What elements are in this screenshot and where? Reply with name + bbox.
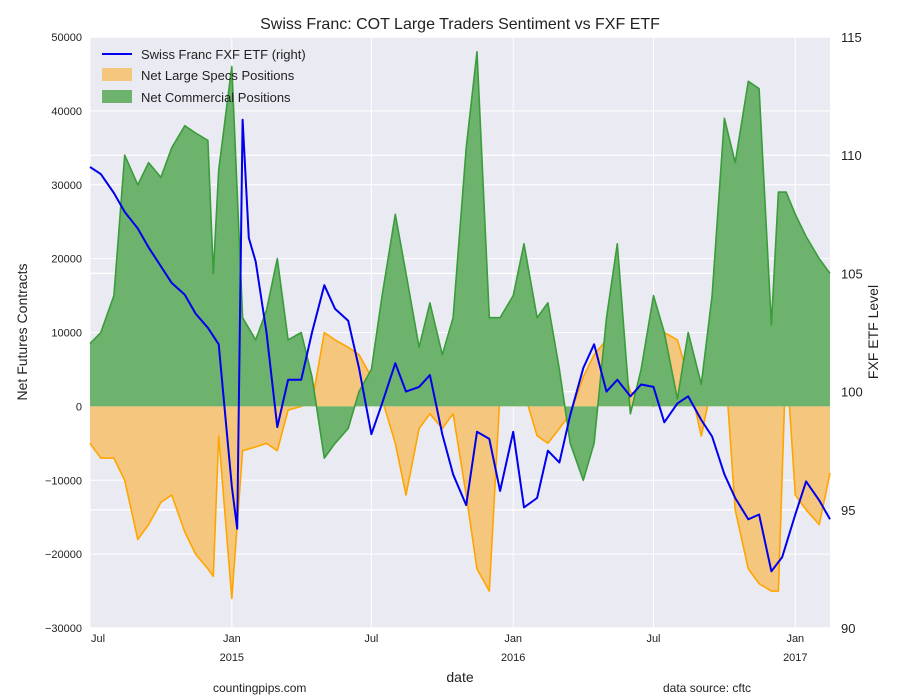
y2-tick-label: 105 [841, 266, 863, 281]
y-tick-label: 50000 [51, 32, 82, 44]
x-tick-year: 2016 [501, 652, 525, 664]
y-tick-label: 0 [76, 401, 82, 413]
y2-tick-label: 90 [841, 621, 855, 636]
x-tick-label: Jul [646, 633, 660, 645]
x-tick-label: Jul [364, 633, 378, 645]
chart-title: Swiss Franc: COT Large Traders Sentiment… [260, 16, 660, 33]
legend-label-fxf: Swiss Franc FXF ETF (right) [141, 47, 306, 62]
x-axis-label: date [446, 669, 473, 685]
y-tick-label: −10000 [45, 475, 82, 487]
x-tick-label: Jan [504, 633, 522, 645]
y2-tick-label: 100 [841, 385, 863, 400]
legend-swatch-specs [102, 68, 132, 81]
footer-source: data source: cftc [663, 681, 751, 695]
y-axis-label: Net Futures Contracts [14, 264, 30, 401]
y2-axis-label: FXF ETF Level [865, 285, 881, 379]
y-tick-label: −30000 [45, 623, 82, 635]
legend-swatch-commercial [102, 90, 132, 103]
fxf-etf-line [89, 118, 831, 573]
commercial-area-fill [90, 51, 830, 481]
line-series [89, 118, 831, 573]
y-tick-label: 30000 [51, 180, 82, 192]
left-axis-ticks: −30000 −20000 −10000 0 10000 20000 30000 40000 5… [45, 32, 82, 635]
x-tick-year: 2015 [220, 652, 244, 664]
x-tick-label: Jan [786, 633, 804, 645]
y-tick-label: 10000 [51, 328, 82, 340]
x-axis-ticks: Jul Jan 2015 Jul Jan 2016 Jul Jan 2017 [91, 633, 808, 664]
y2-tick-label: 95 [841, 503, 855, 518]
y-tick-label: −20000 [45, 549, 82, 561]
right-axis-ticks: 90 95 100 105 110 115 [841, 30, 863, 636]
legend-label-specs: Net Large Specs Positions [141, 68, 295, 83]
y-tick-label: 40000 [51, 106, 82, 118]
legend: Swiss Franc FXF ETF (right) Net Large Sp… [102, 47, 306, 105]
x-tick-label: Jan [223, 633, 241, 645]
y2-tick-label: 115 [841, 30, 862, 45]
legend-label-commercial: Net Commercial Positions [141, 90, 291, 105]
footer-site: countingpips.com [213, 681, 306, 695]
y-tick-label: 20000 [51, 254, 82, 266]
x-tick-label: Jul [91, 633, 105, 645]
y2-tick-label: 110 [841, 148, 862, 163]
commercial-area-line [89, 51, 831, 482]
x-tick-year: 2017 [783, 652, 807, 664]
